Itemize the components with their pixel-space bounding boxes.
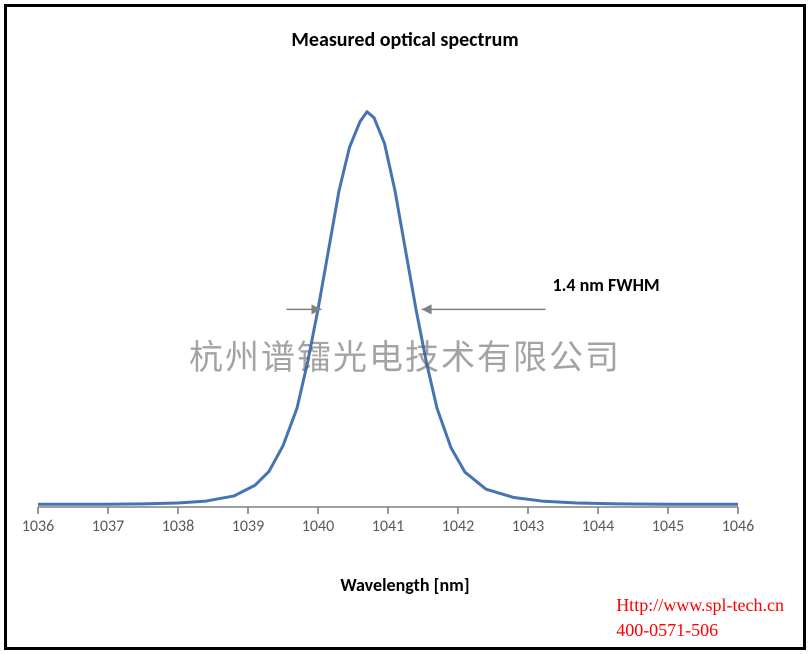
fwhm-annotation: 1.4 nm FWHM — [553, 274, 660, 296]
xtick-label: 1038 — [162, 517, 194, 536]
xtick-label: 1043 — [512, 517, 544, 536]
spectrum-chart: 1036103710381039104010411042104310441045… — [38, 92, 738, 507]
xtick-label: 1040 — [302, 517, 334, 536]
xtick-label: 1036 — [22, 517, 54, 536]
chart-svg — [38, 92, 738, 507]
xtick-label: 1044 — [582, 517, 614, 536]
xtick-label: 1042 — [442, 517, 474, 536]
footer-url: Http://www.spl-tech.cn — [616, 593, 784, 617]
footer-block: Http://www.spl-tech.cn 400-0571-506 — [616, 593, 784, 642]
xtick-label: 1041 — [372, 517, 404, 536]
xtick-label: 1045 — [652, 517, 684, 536]
xtick-label: 1046 — [722, 517, 754, 536]
xtick-label: 1039 — [232, 517, 264, 536]
chart-title: Measured optical spectrum — [0, 28, 810, 52]
footer-phone: 400-0571-506 — [616, 618, 784, 642]
xtick-label: 1037 — [92, 517, 124, 536]
